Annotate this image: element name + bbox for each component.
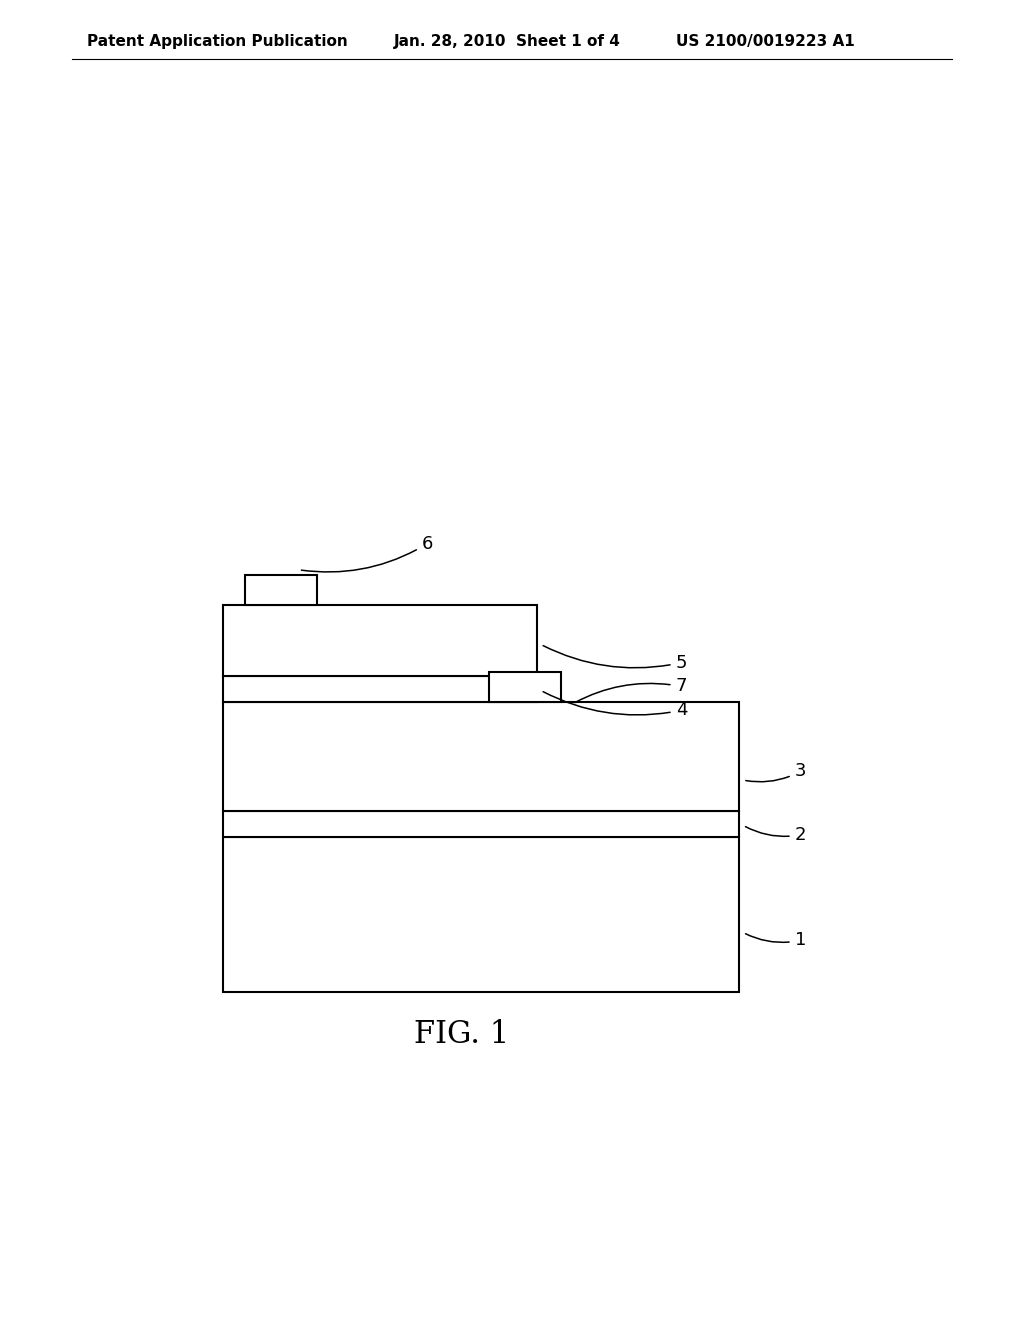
Text: 2: 2 (745, 826, 806, 843)
Text: Jan. 28, 2010  Sheet 1 of 4: Jan. 28, 2010 Sheet 1 of 4 (394, 34, 622, 49)
Text: 5: 5 (543, 645, 687, 672)
Text: 1: 1 (745, 932, 806, 949)
Bar (223, 810, 739, 837)
Bar (223, 702, 739, 810)
Text: US 2100/0019223 A1: US 2100/0019223 A1 (676, 34, 855, 49)
Bar (223, 676, 537, 702)
Text: Patent Application Publication: Patent Application Publication (87, 34, 348, 49)
Bar (223, 605, 537, 676)
Text: 4: 4 (543, 692, 687, 719)
Text: FIG. 1: FIG. 1 (414, 1019, 509, 1051)
Text: 7: 7 (574, 677, 687, 702)
Text: 3: 3 (745, 763, 806, 781)
Bar (246, 574, 316, 605)
Bar (489, 672, 560, 702)
Bar (223, 837, 739, 991)
Text: 6: 6 (301, 535, 433, 572)
